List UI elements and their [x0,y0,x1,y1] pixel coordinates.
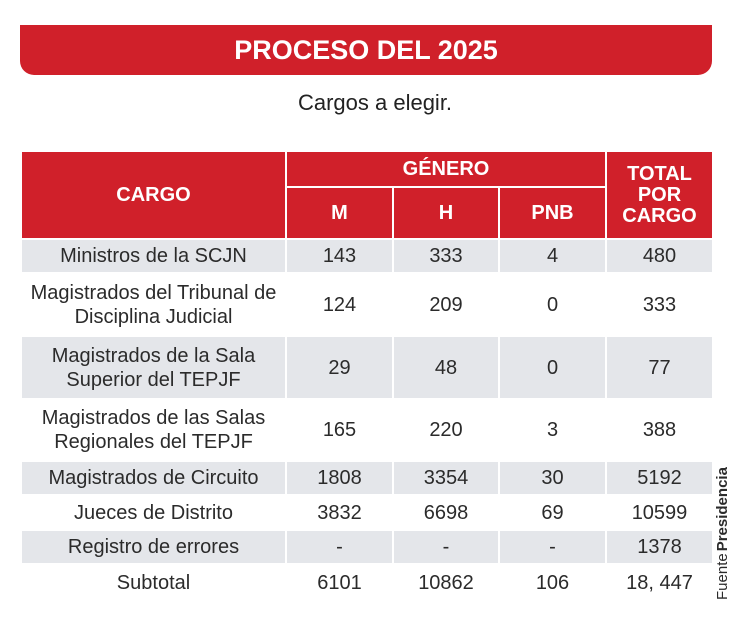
cell: 10862 [392,563,500,602]
source-label: Fuente [713,553,731,600]
col-header: H [392,186,500,240]
col-header: TOTAL POR CARGO [605,150,714,240]
cell: 220 [392,398,500,462]
cell: 143 [285,238,394,274]
cell: - [285,529,394,565]
cell: 124 [285,272,394,337]
row-label: Magistrados de la Sala Superior del TEPJ… [20,335,287,400]
cell: 333 [392,238,500,274]
title: PROCESO DEL 2025 [20,25,712,75]
cell: 1378 [605,529,714,565]
cell: 388 [605,398,714,462]
cell: 10599 [605,494,714,531]
cell: 165 [285,398,394,462]
table-row: Registro de errores - - -1378 [20,529,714,565]
cell: 3832 [285,494,394,531]
cell: 77 [605,335,714,400]
cell: - [392,529,500,565]
cell: 29 [285,335,394,400]
cell: 3354 [392,460,500,496]
cell: 6698 [392,494,500,531]
table-row: Magistrados de las Salas Regionales del … [20,398,714,462]
cell: 18, 447 [605,563,714,602]
cell: - [498,529,607,565]
cell: 30 [498,460,607,496]
table-row: Magistrados del Tribunal de Disciplina J… [20,272,714,337]
cell: 48 [392,335,500,400]
table-row: Ministros de la SCJN 143 333 4 480 [20,238,714,274]
cell: 4 [498,238,607,274]
cell: 6101 [285,563,394,602]
source: Fuente Presidencia [712,467,732,600]
table-row: Jueces de Distrito 3832 6698 69 10599 [20,494,714,531]
table: CARGO GÉNERO TOTAL POR CARGO M H PNB Min… [20,150,714,602]
row-label: Magistrados de las Salas Regionales del … [20,398,287,462]
table-body: Ministros de la SCJN 143 333 4 480 Magistrado… [20,238,714,602]
cell: 0 [498,272,607,337]
source-name: Presidencia [713,467,731,552]
col-header: GÉNERO [285,150,607,188]
cell: 1808 [285,460,394,496]
row-label: Subtotal [20,563,287,602]
cell: 0 [498,335,607,400]
cell: 3 [498,398,607,462]
table-row: Magistrados de la Sala Superior del TEPJ… [20,335,714,400]
table-row: Magistrados de Circuito 1808 3354 30 5192 [20,460,714,496]
cell: 333 [605,272,714,337]
cell: 209 [392,272,500,337]
col-header: CARGO [20,150,287,240]
cell: 480 [605,238,714,274]
table-row: Subtotal 6101 10862 106 18, 447 [20,563,714,602]
row-label: Ministros de la SCJN [20,238,287,274]
row-label: Magistrados del Tribunal de Disciplina J… [20,272,287,337]
cell: 106 [498,563,607,602]
row-label: Magistrados de Circuito [20,460,287,496]
cell: 69 [498,494,607,531]
col-header: M [285,186,394,240]
row-label: Jueces de Distrito [20,494,287,531]
row-label: Registro de errores [20,529,287,565]
subtitle: Cargos a elegir. [297,90,453,115]
cell: 5192 [605,460,714,496]
col-header: PNB [498,186,607,240]
